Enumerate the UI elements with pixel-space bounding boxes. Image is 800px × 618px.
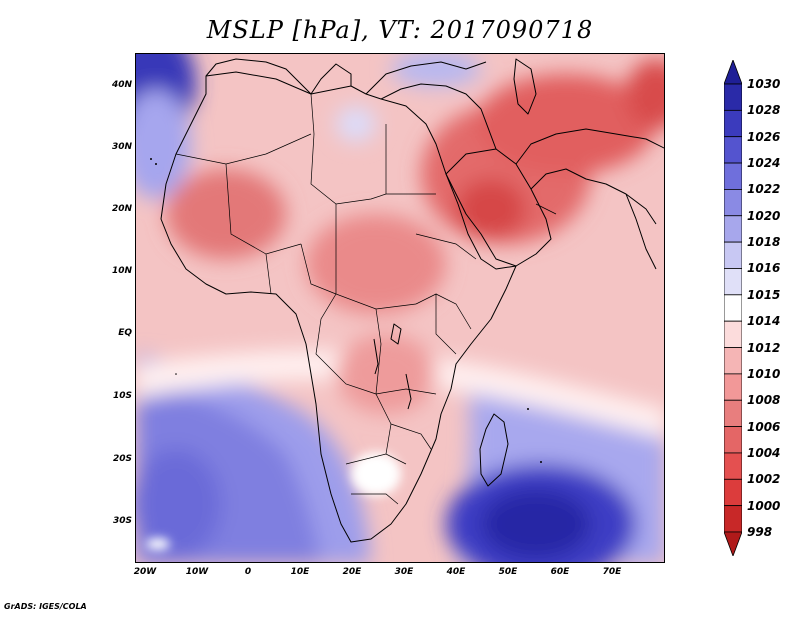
colorbar-segment bbox=[724, 268, 742, 296]
x-tick-label: 10E bbox=[290, 567, 310, 577]
colorbar-label: 1014 bbox=[747, 314, 781, 329]
y-tick-label: EQ bbox=[118, 328, 132, 338]
colorbar-segment bbox=[724, 83, 742, 111]
colorbar-label: 1026 bbox=[747, 129, 781, 144]
colorbar-label: 1012 bbox=[747, 340, 781, 355]
x-tick-label: 0 bbox=[244, 567, 252, 577]
colorbar-segment bbox=[724, 505, 742, 533]
colorbar-label: 1018 bbox=[747, 235, 781, 250]
y-tick-label: 30N bbox=[111, 142, 132, 152]
y-tick-label: 20N bbox=[111, 204, 132, 214]
colorbar-label: 1020 bbox=[747, 208, 781, 223]
colorbar-segment bbox=[724, 162, 742, 190]
island-markers bbox=[150, 158, 542, 463]
colorbar-segment bbox=[724, 189, 742, 217]
pressure-map[interactable] bbox=[135, 53, 665, 563]
y-tick-label: 20S bbox=[112, 454, 132, 464]
colorbar-segment bbox=[724, 426, 742, 454]
colorbar-segment bbox=[724, 452, 742, 480]
colorbar-label: 1010 bbox=[747, 366, 781, 381]
colorbar-label: 1006 bbox=[747, 419, 781, 434]
colorbar-segment bbox=[724, 294, 742, 322]
x-tick-label: 20W bbox=[133, 567, 157, 577]
colorbar-label: 1024 bbox=[747, 156, 781, 171]
colorbar-label: 1002 bbox=[747, 472, 781, 487]
colorbar-label: 998 bbox=[747, 525, 773, 539]
colorbar-label: 1016 bbox=[747, 261, 781, 276]
colorbar-segment bbox=[724, 136, 742, 164]
colorbar-label: 1028 bbox=[747, 103, 781, 118]
colorbar-bottom-triangle bbox=[724, 531, 742, 556]
colorbar-segment bbox=[724, 215, 742, 243]
coastlines bbox=[160, 58, 664, 543]
x-tick-label: 70E bbox=[602, 567, 622, 577]
x-tick-label: 30E bbox=[394, 567, 414, 577]
map-title: MSLP [hPa], VT: 2017090718 bbox=[206, 16, 594, 44]
colorbar-label: 1030 bbox=[747, 77, 781, 91]
colorbar-segment bbox=[724, 347, 742, 375]
pressure-field bbox=[136, 54, 664, 562]
colorbar-segment bbox=[724, 109, 742, 138]
country-borders bbox=[175, 93, 557, 505]
colorbar-label: 1008 bbox=[747, 393, 781, 408]
colorbar-label: 1004 bbox=[747, 445, 781, 460]
y-tick-label: 10S bbox=[112, 391, 132, 401]
colorbar-label: 1015 bbox=[747, 287, 781, 302]
x-tick-label: 50E bbox=[498, 567, 518, 577]
colorbar-segment bbox=[724, 399, 742, 427]
colorbar bbox=[724, 60, 742, 556]
x-tick-label: 60E bbox=[550, 567, 570, 577]
colorbar-segment bbox=[724, 241, 742, 269]
colorbar-label: 1000 bbox=[747, 498, 781, 513]
colorbar-label: 1022 bbox=[747, 182, 781, 197]
y-tick-label: 40N bbox=[111, 80, 132, 90]
x-tick-label: 20E bbox=[342, 567, 362, 577]
y-tick-label: 30S bbox=[112, 516, 132, 526]
credit-text: GrADS: IGES/COLA bbox=[4, 602, 87, 611]
x-tick-label: 10W bbox=[185, 567, 209, 577]
x-tick-label: 40E bbox=[446, 567, 466, 577]
colorbar-segment bbox=[724, 373, 742, 401]
y-tick-label: 10N bbox=[111, 266, 132, 276]
colorbar-top-triangle bbox=[724, 60, 742, 85]
colorbar-segment bbox=[724, 320, 742, 348]
colorbar-segment bbox=[724, 478, 742, 507]
pressure-shading bbox=[136, 54, 664, 562]
